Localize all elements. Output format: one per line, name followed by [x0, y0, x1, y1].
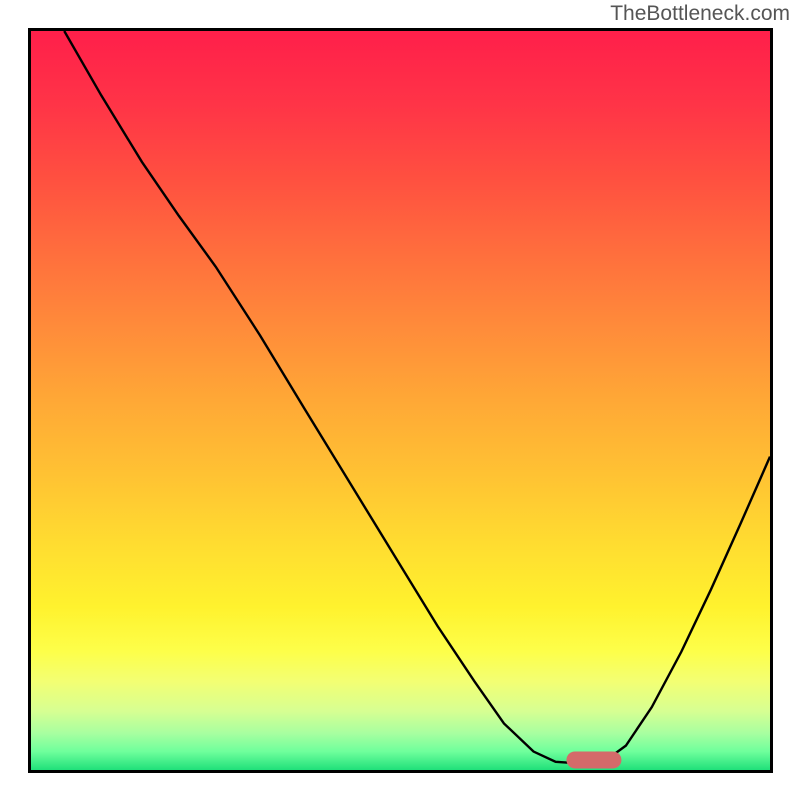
chart-curve — [31, 31, 770, 770]
watermark-text: TheBottleneck.com — [610, 2, 790, 26]
chart-plot-area — [28, 28, 773, 773]
optimal-marker — [567, 751, 622, 768]
